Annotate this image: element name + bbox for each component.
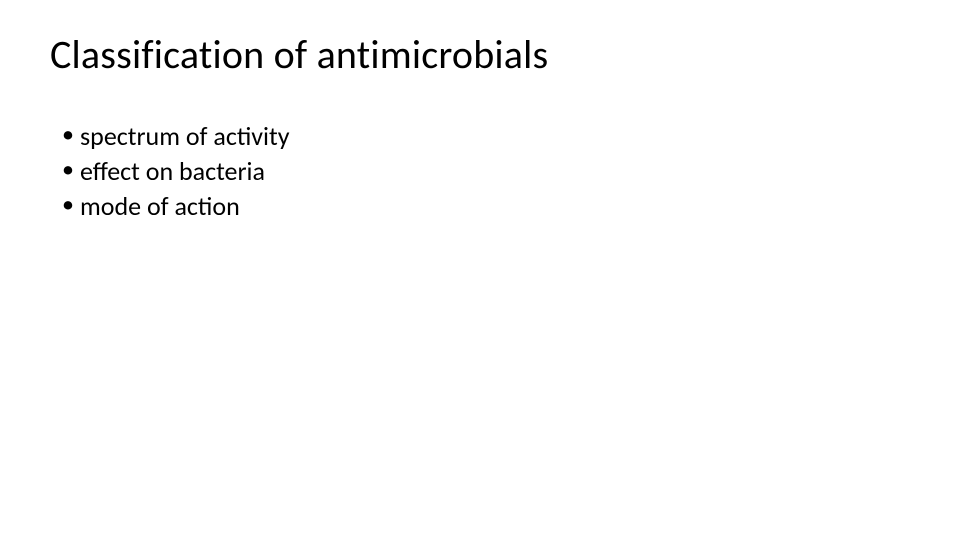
slide-title: Classification of antimicrobials: [50, 30, 910, 79]
bullet-list: spectrum of activity effect on bacteria …: [50, 119, 910, 224]
list-item: spectrum of activity: [62, 119, 910, 154]
list-item: mode of action: [62, 189, 910, 224]
list-item: effect on bacteria: [62, 154, 910, 189]
slide: Classification of antimicrobials spectru…: [0, 0, 960, 540]
